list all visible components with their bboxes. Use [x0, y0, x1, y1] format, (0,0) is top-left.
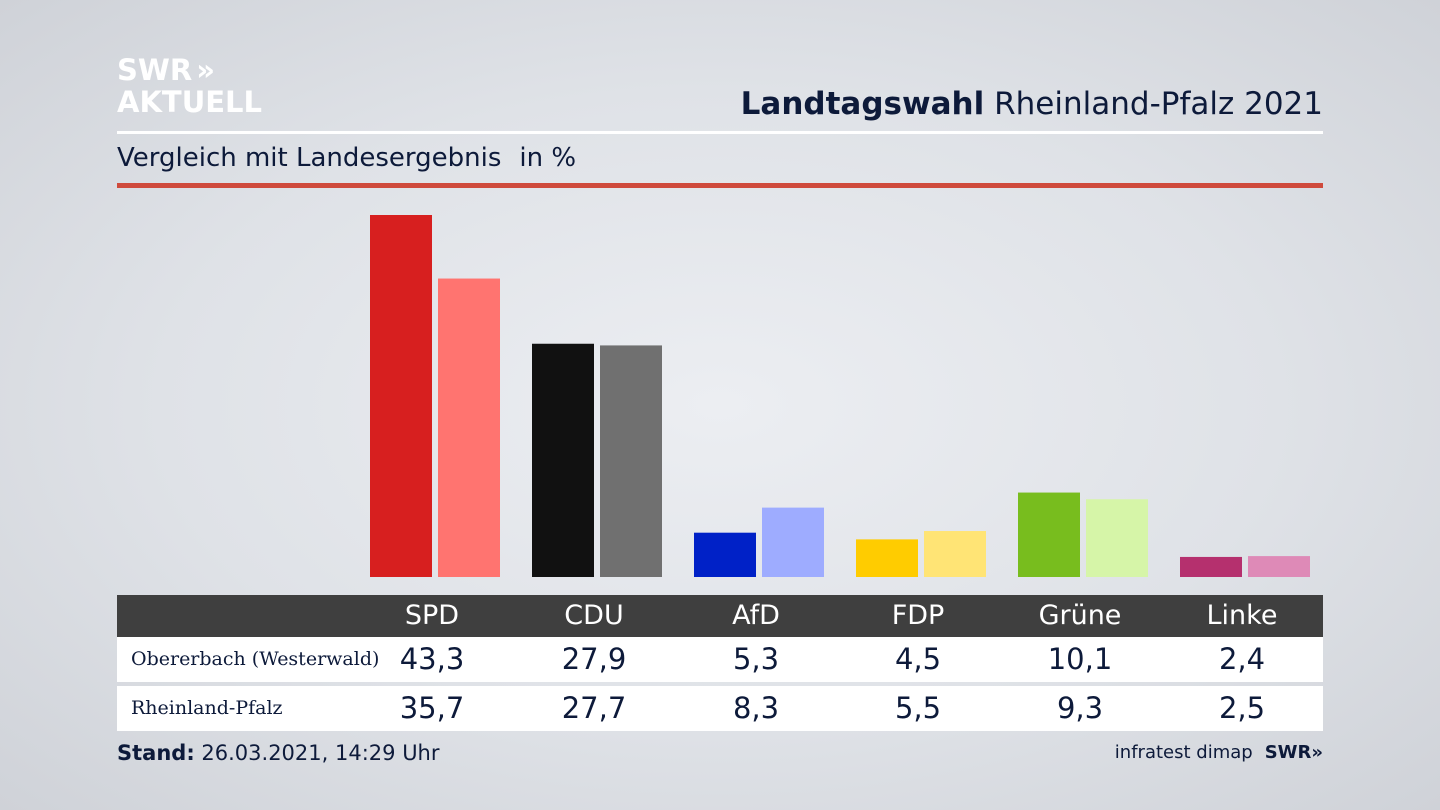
swr-aktuell-logo: SWR» AKTUELL [117, 54, 262, 120]
column-header-grne: Grüne [1038, 600, 1122, 631]
table-row-local: Obererbach (Westerwald) 43,3 27,9 5,3 4,5 10,… [117, 637, 1323, 682]
value-grne-state: 9,3 [1056, 691, 1104, 725]
source-text: infratest dimap [1114, 742, 1253, 763]
bar-afd-state [762, 507, 824, 577]
swr-logo-small: SWR» [1264, 742, 1323, 763]
bar-afd-local [694, 532, 756, 577]
value-afd-local: 5,3 [732, 642, 780, 676]
subtitle-unit: in % [519, 143, 577, 173]
bar-cdu-state [600, 345, 662, 577]
bar-fdp-state [924, 531, 986, 577]
title-rest: Rheinland-Pfalz 2021 [994, 86, 1323, 122]
value-fdp-state: 5,5 [894, 691, 942, 725]
title-divider [117, 131, 1323, 134]
stand-label: Stand: [117, 741, 195, 765]
column-header-fdp: FDP [891, 600, 945, 631]
value-fdp-local: 4,5 [894, 642, 942, 676]
value-cdu-local: 27,9 [561, 642, 627, 676]
subtitle-divider [117, 183, 1323, 188]
source-credit: infratest dimap SWR» [1115, 742, 1323, 763]
subtitle-text: Vergleich mit Landesergebnis [117, 143, 502, 173]
value-grne-local: 10,1 [1047, 642, 1113, 676]
bar-linke-state [1248, 556, 1310, 577]
row-label: Rheinland-Pfalz [131, 697, 283, 719]
bar-grne-state [1086, 499, 1148, 577]
column-header-spd: SPD [404, 600, 460, 631]
logo-chevron-icon: » [196, 52, 215, 87]
stand-value: 26.03.2021, 14:29 Uhr [201, 741, 440, 765]
value-spd-state: 35,7 [399, 691, 465, 725]
timestamp: Stand: 26.03.2021, 14:29 Uhr [117, 741, 440, 765]
column-header-cdu: CDU [564, 600, 624, 631]
logo-text-aktuell: AKTUELL [117, 85, 263, 119]
bar-spd-state [438, 278, 500, 577]
bar-cdu-local [532, 343, 594, 577]
bar-fdp-local [856, 539, 918, 577]
page-title: Landtagswahl Rheinland-Pfalz 2021 [741, 86, 1323, 122]
value-linke-state: 2,5 [1218, 691, 1266, 725]
bar-grne-local [1018, 492, 1080, 577]
row-label: Obererbach (Westerwald) [131, 648, 380, 670]
bar-spd-local [370, 215, 432, 577]
value-spd-local: 43,3 [399, 642, 465, 676]
title-bold: Landtagswahl [740, 86, 985, 122]
table-header: SPD CDU AfD FDP Grüne Linke [117, 595, 1323, 637]
table-row-state: Rheinland-Pfalz 35,7 27,7 8,3 5,5 9,3 2,5 [117, 686, 1323, 731]
value-linke-local: 2,4 [1218, 642, 1266, 676]
value-afd-state: 8,3 [732, 691, 780, 725]
logo-text-swr: SWR [117, 52, 193, 87]
column-header-afd: AfD [732, 600, 780, 631]
bar-linke-local [1180, 556, 1242, 577]
value-cdu-state: 27,7 [561, 691, 627, 725]
chart-subtitle: Vergleich mit Landesergebnis in % [117, 143, 576, 173]
results-table: SPD CDU AfD FDP Grüne Linke Obererbach (Weste… [117, 595, 1323, 731]
column-header-linke: Linke [1206, 600, 1278, 631]
